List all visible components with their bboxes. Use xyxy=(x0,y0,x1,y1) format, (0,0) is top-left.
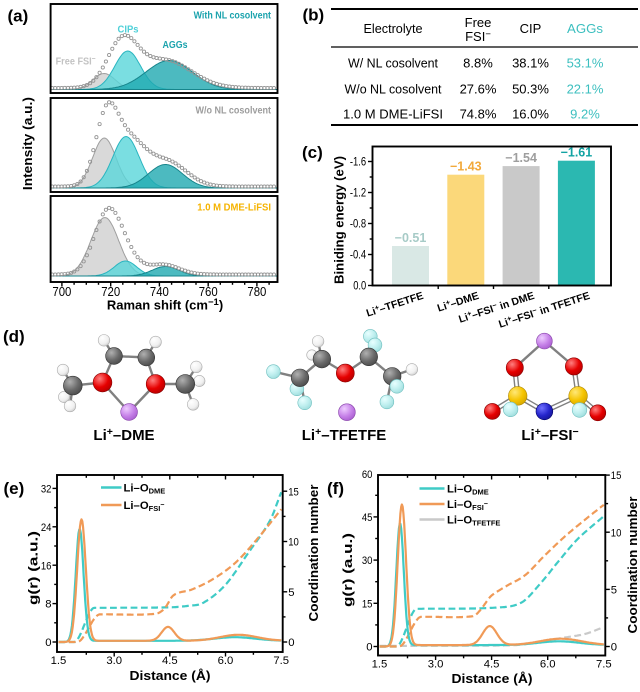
svg-text:With NL cosolvent: With NL cosolvent xyxy=(194,10,272,21)
svg-text:-0.8: -0.8 xyxy=(350,217,367,231)
svg-text:g(r) (a.u.): g(r) (a.u.) xyxy=(340,533,355,607)
svg-text:700: 700 xyxy=(52,285,71,299)
svg-text:(f): (f) xyxy=(327,479,344,498)
svg-text:−1.61: −1.61 xyxy=(561,146,593,160)
svg-text:0.0: 0.0 xyxy=(353,279,366,293)
svg-text:1.5: 1.5 xyxy=(51,655,67,667)
svg-text:740: 740 xyxy=(150,285,169,299)
svg-text:22.1%: 22.1% xyxy=(567,82,604,97)
svg-text:Biniding energy (eV): Biniding energy (eV) xyxy=(332,156,347,284)
svg-text:15: 15 xyxy=(288,486,299,498)
svg-text:(a): (a) xyxy=(8,7,29,26)
svg-text:−1.54: −1.54 xyxy=(505,151,537,165)
svg-text:-1.2: -1.2 xyxy=(350,186,367,200)
svg-text:Distance (Å): Distance (Å) xyxy=(130,668,211,683)
svg-text:24: 24 xyxy=(41,522,52,534)
svg-text:Intensity (a.u.): Intensity (a.u.) xyxy=(20,97,35,190)
svg-text:Li–ODME: Li–ODME xyxy=(124,483,166,496)
svg-text:10: 10 xyxy=(611,527,622,539)
svg-text:−0.51: −0.51 xyxy=(395,231,427,245)
svg-text:W/ NL cosolvent: W/ NL cosolvent xyxy=(348,56,438,71)
svg-text:760: 760 xyxy=(199,285,218,299)
svg-text:1.0 M DME-LiFSI: 1.0 M DME-LiFSI xyxy=(197,202,271,213)
svg-text:AGGs: AGGs xyxy=(567,21,603,36)
svg-text:10: 10 xyxy=(288,537,299,549)
svg-text:-0.4: -0.4 xyxy=(350,248,367,262)
svg-text:g(r) (a.u.): g(r) (a.u.) xyxy=(26,531,41,605)
svg-text:0: 0 xyxy=(366,642,372,654)
svg-text:6.0: 6.0 xyxy=(540,659,556,671)
svg-text:60: 60 xyxy=(362,469,373,481)
svg-text:(c): (c) xyxy=(302,143,323,162)
svg-text:Coordination number: Coordination number xyxy=(625,497,640,634)
svg-text:7.5: 7.5 xyxy=(273,655,289,667)
svg-text:1.5: 1.5 xyxy=(372,659,388,671)
svg-text:7.5: 7.5 xyxy=(596,659,612,671)
svg-text:Li–ODME: Li–ODME xyxy=(447,484,489,497)
svg-text:3.0: 3.0 xyxy=(106,655,122,667)
svg-text:Li–OTFETFE: Li–OTFETFE xyxy=(447,515,500,528)
svg-text:4.5: 4.5 xyxy=(484,659,500,671)
svg-text:−1.43: −1.43 xyxy=(450,160,482,174)
svg-text:CIPs: CIPs xyxy=(118,25,139,36)
svg-text:Li+–DME: Li+–DME xyxy=(93,426,154,444)
svg-text:Raman shift (cm−1): Raman shift (cm−1) xyxy=(107,297,223,313)
svg-text:1.0 M DME-LiFSI: 1.0 M DME-LiFSI xyxy=(343,107,443,122)
svg-text:Li–OFSI−: Li–OFSI− xyxy=(124,500,165,513)
svg-text:Free FSI−: Free FSI− xyxy=(56,54,97,68)
svg-text:0: 0 xyxy=(288,637,294,649)
svg-text:CIP: CIP xyxy=(520,21,542,36)
svg-text:-1.6: -1.6 xyxy=(350,155,367,169)
svg-text:(d): (d) xyxy=(3,327,25,346)
svg-text:W/o NL cosolvent: W/o NL cosolvent xyxy=(196,105,272,116)
svg-text:16: 16 xyxy=(41,560,52,572)
svg-text:53.1%: 53.1% xyxy=(567,56,604,71)
svg-text:15: 15 xyxy=(611,470,622,482)
svg-text:27.6%: 27.6% xyxy=(460,82,497,97)
svg-text:720: 720 xyxy=(101,285,120,299)
svg-text:AGGs: AGGs xyxy=(163,40,188,51)
svg-text:5: 5 xyxy=(611,585,617,597)
svg-text:(b): (b) xyxy=(303,6,325,25)
svg-text:5: 5 xyxy=(288,587,294,599)
svg-text:Distance (Å): Distance (Å) xyxy=(452,671,533,686)
svg-text:Li+–FSI−: Li+–FSI− xyxy=(521,426,578,444)
svg-text:0: 0 xyxy=(611,642,617,654)
svg-text:W/o NL cosolvent: W/o NL cosolvent xyxy=(345,82,442,97)
svg-text:32: 32 xyxy=(41,484,52,496)
svg-text:0: 0 xyxy=(45,637,51,649)
svg-text:Li+–TFETFE: Li+–TFETFE xyxy=(302,426,387,444)
svg-text:Coordination number: Coordination number xyxy=(306,485,321,622)
svg-text:9.2%: 9.2% xyxy=(570,107,600,122)
svg-text:74.8%: 74.8% xyxy=(460,107,497,122)
svg-text:8: 8 xyxy=(45,599,51,611)
svg-text:45: 45 xyxy=(362,512,373,524)
svg-text:FSI−: FSI− xyxy=(465,29,491,44)
svg-text:38.1%: 38.1% xyxy=(512,56,549,71)
svg-text:780: 780 xyxy=(247,285,266,299)
svg-text:Electrolyte: Electrolyte xyxy=(364,21,423,36)
svg-text:8.8%: 8.8% xyxy=(463,56,493,71)
svg-text:(e): (e) xyxy=(4,479,25,498)
svg-text:50.3%: 50.3% xyxy=(512,82,549,97)
svg-text:4.5: 4.5 xyxy=(162,655,178,667)
svg-text:Free: Free xyxy=(465,15,492,30)
svg-text:Li–OFSI−: Li–OFSI− xyxy=(447,499,488,512)
svg-text:3.0: 3.0 xyxy=(428,659,444,671)
svg-text:15: 15 xyxy=(362,598,373,610)
svg-text:6.0: 6.0 xyxy=(218,655,234,667)
svg-text:16.0%: 16.0% xyxy=(512,107,549,122)
svg-text:30: 30 xyxy=(362,555,373,567)
